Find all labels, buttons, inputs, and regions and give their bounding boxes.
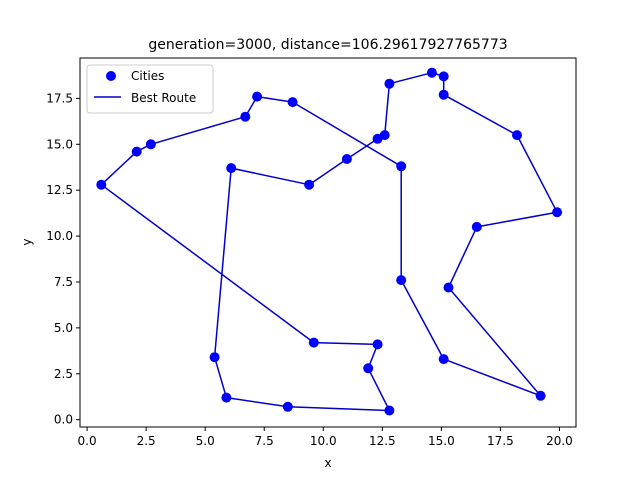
x-tick-label: 10.0 — [310, 434, 337, 448]
x-tick-label: 15.0 — [428, 434, 455, 448]
city-point — [145, 139, 156, 150]
city-point — [384, 78, 395, 89]
city-point — [512, 130, 522, 141]
city-point — [363, 363, 374, 374]
city-point — [221, 392, 232, 403]
city-point — [341, 154, 352, 164]
y-tick-label: 15.0 — [46, 137, 73, 151]
city-point — [209, 352, 220, 363]
plot-area — [96, 67, 563, 416]
city-point — [282, 401, 293, 412]
x-tick-label: 12.5 — [369, 434, 396, 448]
city-point — [471, 221, 482, 232]
x-tick-label: 7.5 — [255, 434, 274, 448]
x-tick-label: 20.0 — [546, 434, 573, 448]
city-point — [287, 97, 298, 108]
y-tick-label: 5.0 — [54, 321, 73, 335]
y-axis: 0.0 2.5 5.0 7.5 10.0 12.5 15.0 17.5 — [46, 91, 80, 427]
city-point — [396, 161, 407, 172]
x-axis-label: x — [324, 456, 331, 470]
x-tick-label: 5.0 — [196, 434, 215, 448]
x-tick-label: 17.5 — [487, 434, 514, 448]
city-point — [304, 179, 315, 190]
city-point — [240, 111, 251, 122]
legend-cities-marker — [106, 71, 116, 81]
x-tick-label: 0.0 — [78, 434, 97, 448]
city-point — [384, 405, 395, 416]
y-tick-label: 10.0 — [46, 229, 73, 243]
city-point — [438, 71, 449, 82]
y-tick-label: 12.5 — [46, 183, 73, 197]
city-point — [552, 207, 563, 218]
city-point — [443, 282, 454, 293]
y-tick-label: 7.5 — [54, 275, 73, 289]
city-point — [426, 67, 437, 78]
city-point — [535, 390, 546, 401]
city-point — [379, 130, 390, 141]
city-point — [96, 179, 107, 190]
city-point — [396, 275, 407, 286]
axes-frame — [79, 57, 577, 428]
legend-cities-label: Cities — [131, 69, 164, 83]
city-point — [131, 146, 142, 157]
legend-frame — [86, 64, 214, 114]
x-tick-label: 2.5 — [137, 434, 156, 448]
x-axis: 0.0 2.5 5.0 7.5 10.0 12.5 15.0 17.5 20.0 — [78, 427, 573, 448]
best-route-line — [100, 71, 558, 412]
legend-route-label: Best Route — [131, 91, 196, 105]
y-tick-label: 0.0 — [54, 413, 73, 427]
city-point — [308, 337, 319, 348]
chart-title: generation=3000, distance=106.2961792776… — [148, 37, 507, 53]
y-tick-label: 17.5 — [46, 91, 73, 105]
legend: Cities Best Route — [86, 64, 214, 114]
city-point — [438, 354, 449, 365]
y-axis-label: y — [20, 238, 34, 245]
y-tick-label: 2.5 — [54, 367, 73, 381]
city-point — [438, 89, 449, 100]
city-point — [252, 91, 263, 102]
city-point — [226, 163, 237, 174]
city-point — [372, 339, 383, 350]
